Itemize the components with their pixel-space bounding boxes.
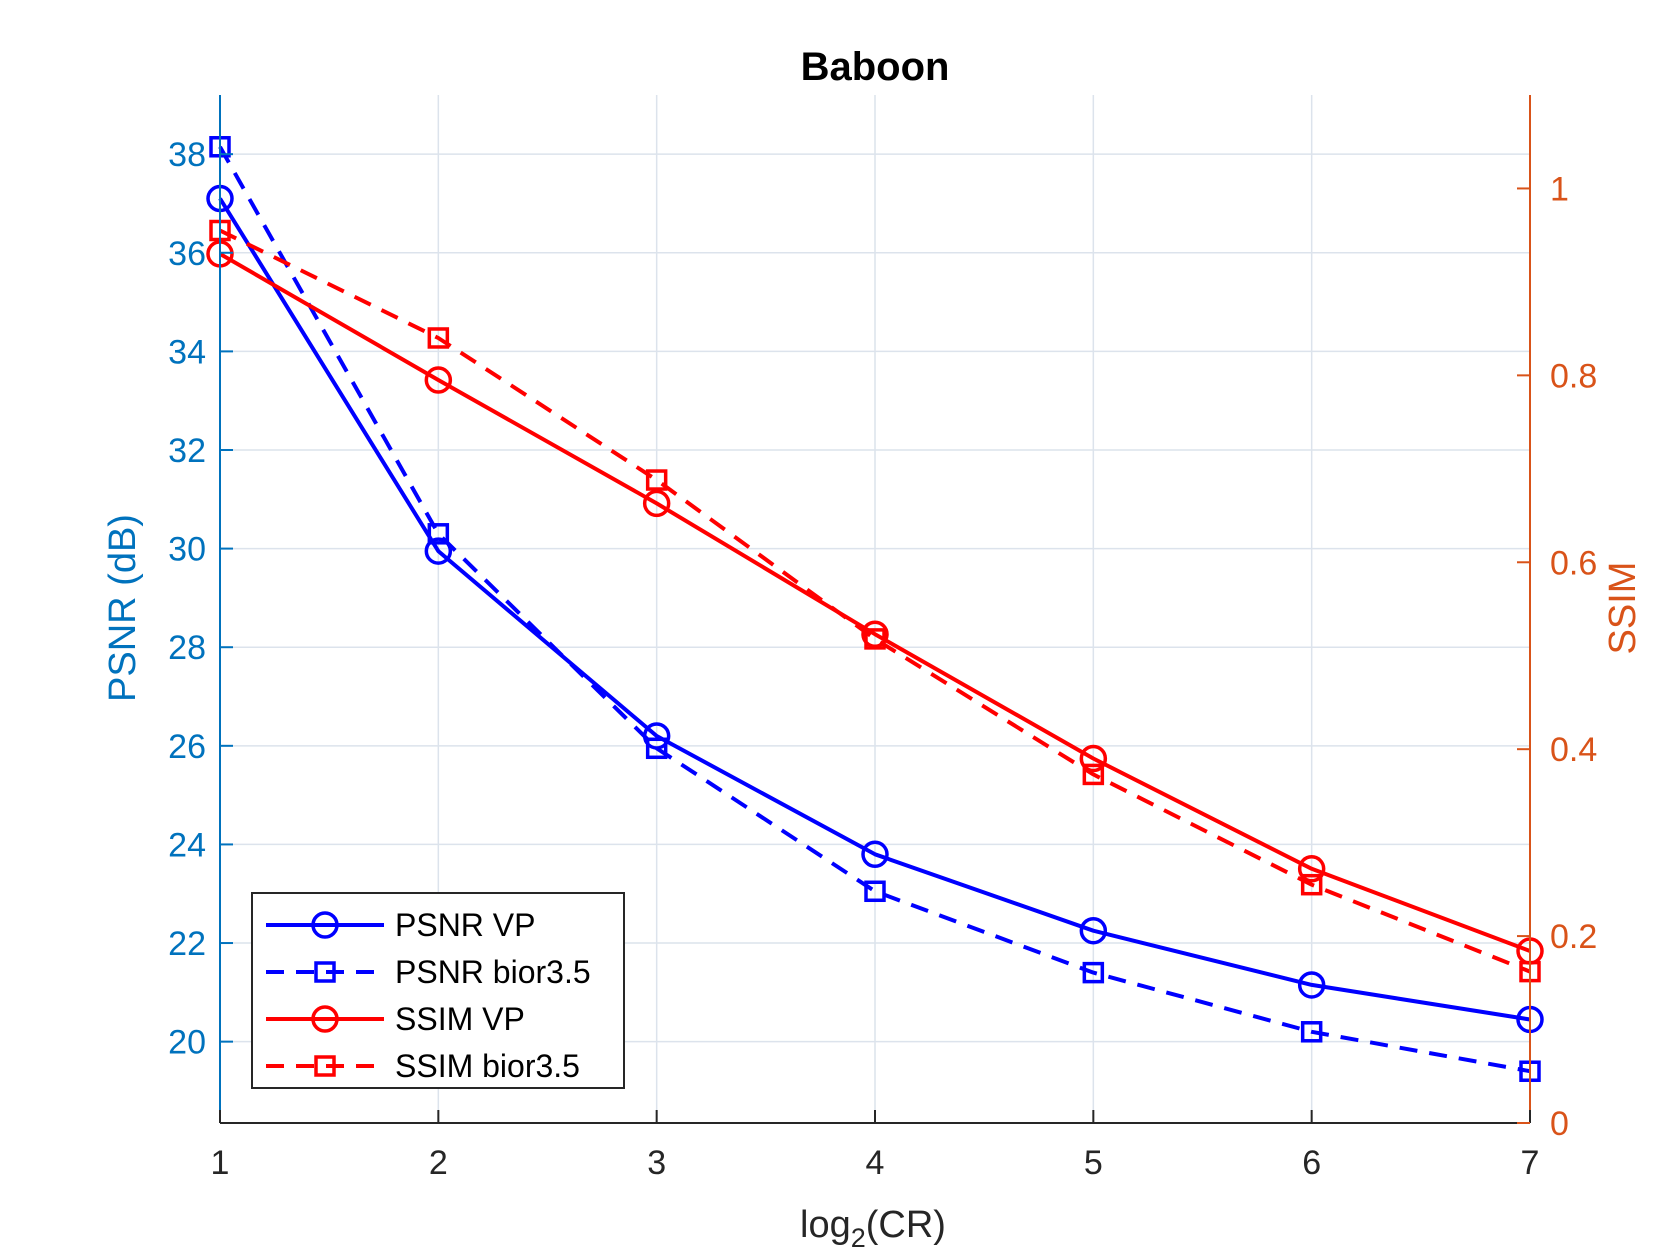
marker-ssim-vp bbox=[642, 489, 671, 518]
marker-psnr-bior3-5 bbox=[1300, 1021, 1323, 1043]
x-tick-label: 6 bbox=[1302, 1144, 1321, 1182]
y-tick-label-left: 22 bbox=[168, 925, 206, 963]
marker-psnr-bior3-5 bbox=[1082, 961, 1105, 984]
chart-title: Baboon bbox=[801, 45, 950, 89]
line-ssim-vp bbox=[218, 252, 1531, 953]
y-tick-label-left: 36 bbox=[168, 235, 206, 273]
y-tick-label-left: 34 bbox=[168, 333, 206, 371]
legend-marker bbox=[314, 1055, 336, 1077]
x-tick-label: 2 bbox=[429, 1144, 448, 1182]
y-tick-label-right: 0.4 bbox=[1550, 731, 1597, 769]
marker-psnr-bior3-5 bbox=[427, 523, 450, 545]
legend-label: PSNR bior3.5 bbox=[395, 954, 591, 990]
line-psnr-bior3-5 bbox=[218, 145, 1531, 1074]
y-tick-label-left: 32 bbox=[168, 432, 206, 470]
axes bbox=[219, 95, 1531, 1124]
legend-marker bbox=[311, 1005, 339, 1033]
x-tick-label: 4 bbox=[866, 1144, 885, 1182]
marker-ssim-bior3-5 bbox=[645, 469, 668, 491]
legend-marker bbox=[311, 911, 339, 939]
legend-item-ssim-bior3-5: SSIM bior3.5 bbox=[266, 1048, 580, 1084]
y-tick-label-right: 0.8 bbox=[1550, 357, 1597, 395]
legend: PSNR VP PSNR bior3.5 SSIM VP SSIM bior3.5 bbox=[251, 892, 625, 1089]
y-axis-label-left: PSNR (dB) bbox=[102, 514, 144, 702]
marker-psnr-vp bbox=[1079, 916, 1108, 945]
marker-psnr-vp bbox=[424, 537, 453, 565]
legend-item-ssim-vp: SSIM VP bbox=[266, 1001, 525, 1037]
y-tick-label-left: 26 bbox=[168, 728, 206, 766]
legend-label: PSNR VP bbox=[395, 907, 535, 943]
x-tick-label: 1 bbox=[211, 1144, 230, 1182]
legend-label: SSIM VP bbox=[395, 1001, 525, 1037]
x-tick-label: 7 bbox=[1521, 1144, 1540, 1182]
y-tick-label-right: 0.2 bbox=[1550, 918, 1597, 956]
grid-lines bbox=[219, 95, 1531, 1123]
y-tick-label-left: 20 bbox=[168, 1024, 206, 1062]
y-tick-label-left: 28 bbox=[168, 629, 206, 667]
line-ssim-bior3-5 bbox=[219, 228, 1531, 974]
legend-label: SSIM bior3.5 bbox=[395, 1048, 580, 1084]
marker-ssim-bior3-5 bbox=[864, 628, 886, 650]
legend-item-psnr-vp: PSNR VP bbox=[266, 907, 535, 943]
marker-psnr-vp bbox=[861, 840, 889, 869]
marker-psnr-bior3-5 bbox=[864, 880, 886, 903]
marker-ssim-vp bbox=[424, 366, 453, 394]
x-tick-label: 3 bbox=[647, 1144, 666, 1182]
x-tick-label: 5 bbox=[1084, 1144, 1103, 1182]
legend-item-psnr-bior3-5: PSNR bior3.5 bbox=[266, 954, 591, 990]
marker-ssim-bior3-5 bbox=[1300, 873, 1323, 896]
marker-ssim-vp bbox=[1079, 744, 1108, 773]
marker-psnr-bior3-5 bbox=[645, 737, 668, 760]
y-tick-label-left: 38 bbox=[168, 136, 206, 174]
marker-ssim-bior3-5 bbox=[427, 327, 450, 349]
marker-ssim-bior3-5 bbox=[1082, 763, 1105, 786]
y-tick-label-right: 0.6 bbox=[1550, 544, 1597, 582]
marker-psnr-vp bbox=[1297, 971, 1326, 999]
series-ssim-bior3-5 bbox=[209, 219, 1541, 983]
y-tick-label-right: 0 bbox=[1550, 1105, 1569, 1143]
line-psnr-vp bbox=[218, 197, 1531, 1022]
legend-marker bbox=[314, 961, 336, 983]
y-tick-label-left: 30 bbox=[168, 531, 206, 569]
marker-ssim-vp bbox=[1297, 855, 1326, 883]
x-axis-label: log2(CR) bbox=[800, 1204, 946, 1253]
y-tick-label-right: 1 bbox=[1550, 170, 1569, 208]
y-axis-label-right: SSIM bbox=[1602, 562, 1644, 655]
tick-labels: 1 2 3 4 5 6 72022242628303234363800.20.40.60.8… bbox=[168, 136, 1597, 1182]
y-tick-label-left: 24 bbox=[168, 826, 206, 864]
